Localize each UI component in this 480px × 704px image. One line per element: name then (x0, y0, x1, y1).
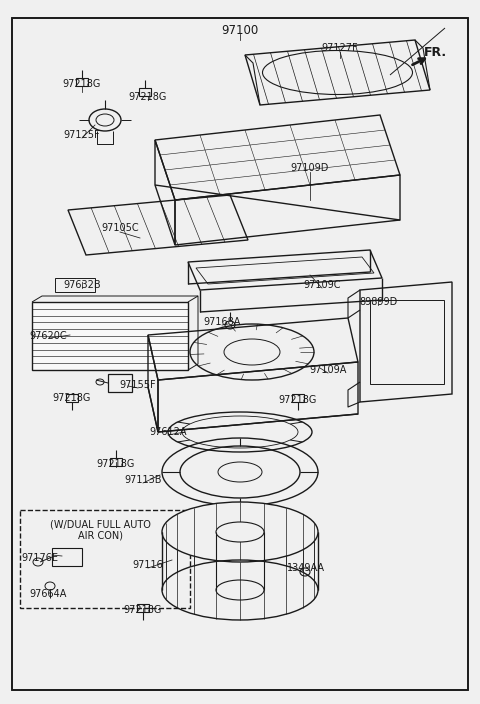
Text: 97218G: 97218G (124, 605, 162, 615)
Text: 97109D: 97109D (291, 163, 329, 173)
Bar (370, 300, 444, 384)
Bar (110, 458, 122, 466)
Text: (W/DUAL FULL AUTO
AIR CON): (W/DUAL FULL AUTO AIR CON) (49, 520, 150, 541)
Text: 97218G: 97218G (63, 79, 101, 89)
Text: 97109C: 97109C (303, 280, 341, 290)
Text: 97109A: 97109A (309, 365, 347, 375)
Text: 97125F: 97125F (64, 130, 100, 140)
Text: 97620C: 97620C (29, 331, 67, 341)
Text: 97116: 97116 (132, 560, 163, 570)
Bar (32, 302, 188, 370)
Bar (139, 88, 151, 96)
Bar (20, 510, 190, 608)
Text: 97664A: 97664A (29, 589, 67, 599)
Text: 1349AA: 1349AA (287, 563, 325, 573)
Bar (66, 394, 78, 402)
Text: 97632B: 97632B (63, 280, 101, 290)
Ellipse shape (216, 522, 264, 542)
Bar (55, 278, 95, 292)
Text: 97113B: 97113B (124, 475, 162, 485)
Bar (76, 78, 88, 86)
Text: 97176E: 97176E (22, 553, 59, 563)
Text: 89899D: 89899D (359, 297, 397, 307)
Text: 97155F: 97155F (120, 380, 156, 390)
Text: 97105C: 97105C (101, 223, 139, 233)
Bar (292, 394, 304, 402)
Bar (137, 604, 149, 612)
Text: 97168A: 97168A (204, 317, 240, 327)
Bar (52, 548, 82, 566)
Text: 97218G: 97218G (97, 459, 135, 469)
Text: 97612A: 97612A (149, 427, 187, 437)
Text: 97218G: 97218G (129, 92, 167, 102)
Text: 97218G: 97218G (279, 395, 317, 405)
Ellipse shape (162, 502, 318, 562)
Bar (108, 374, 132, 392)
Text: 97100: 97100 (221, 23, 259, 37)
Text: 97127F: 97127F (322, 43, 358, 53)
Text: 97218G: 97218G (53, 393, 91, 403)
Text: FR.: FR. (424, 46, 447, 58)
